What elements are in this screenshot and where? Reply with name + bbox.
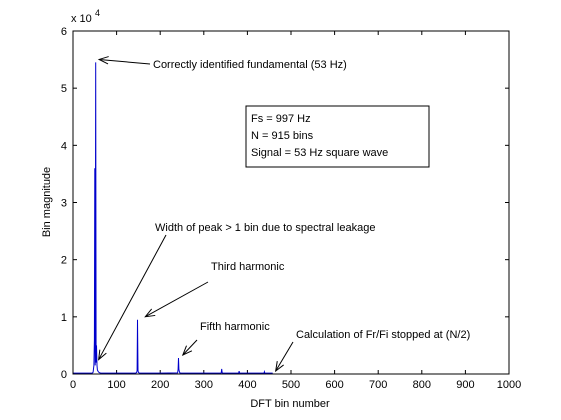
x-tick-label: 200 xyxy=(151,379,169,391)
annotation-label: Width of peak > 1 bin due to spectral le… xyxy=(155,222,375,234)
annotation-arrowhead xyxy=(144,308,156,318)
x-tick-label: 700 xyxy=(369,379,387,391)
annotation-arrowhead xyxy=(97,56,109,65)
y-tick-label: 4 xyxy=(61,140,67,152)
plot-area xyxy=(73,31,509,374)
y-axis-label: Bin magnitude xyxy=(41,167,53,237)
annotation-arrowhead xyxy=(274,361,284,373)
plot-frame xyxy=(72,30,510,375)
annotation-label: Correctly identified fundamental (53 Hz) xyxy=(153,59,347,71)
annotation-label: Calculation of Fr/Fi stopped at (N/2) xyxy=(296,329,470,341)
annotation-label: Fifth harmonic xyxy=(200,321,270,333)
info-line: Signal = 53 Hz square wave xyxy=(251,147,388,159)
x-tick-label: 1000 xyxy=(497,379,521,391)
annotation-arrow xyxy=(275,341,294,372)
y-tick-label: 6 xyxy=(61,26,67,38)
axis-ticks: 0 100 200 300 400 500 600 700 800 900 1000 0 1 2 3 4 5 6 xyxy=(61,26,521,391)
y-multiplier-base: x 10 xyxy=(71,13,92,25)
annotation-arrowhead xyxy=(181,345,193,356)
info-box: Fs = 997 Hz N = 915 bins Signal = 53 Hz … xyxy=(245,105,430,168)
annotation-arrow xyxy=(98,234,167,360)
x-tick-label: 800 xyxy=(413,379,431,391)
info-line: N = 915 bins xyxy=(251,130,314,142)
x-tick-label: 600 xyxy=(325,379,343,391)
annotation-arrow xyxy=(182,339,198,356)
annotation-arrowhead xyxy=(98,349,107,361)
y-tick-label: 2 xyxy=(61,255,67,267)
y-multiplier-exponent: 4 xyxy=(95,8,100,18)
x-axis-label: DFT bin number xyxy=(250,398,330,410)
y-tick-label: 5 xyxy=(61,83,67,95)
y-tick-label: 3 xyxy=(61,198,67,210)
x-tick-label: 300 xyxy=(195,379,213,391)
x-tick-label: 100 xyxy=(107,379,125,391)
annotation-arrow xyxy=(99,58,151,65)
y-tick-label: 1 xyxy=(61,312,67,324)
series-line xyxy=(73,62,273,374)
info-box-frame xyxy=(245,105,430,168)
annotations-group: Correctly identified fundamental (53 Hz)… xyxy=(97,56,470,373)
x-tick-label: 500 xyxy=(282,379,300,391)
annotation-arrow xyxy=(145,281,209,318)
x-tick-label: 400 xyxy=(238,379,256,391)
y-tick-label: 0 xyxy=(61,369,67,381)
series-group xyxy=(73,62,273,374)
x-tick-label: 0 xyxy=(70,379,76,391)
annotation-label: Third harmonic xyxy=(211,261,285,273)
x-tick-label: 900 xyxy=(456,379,474,391)
info-line: Fs = 997 Hz xyxy=(251,113,311,125)
